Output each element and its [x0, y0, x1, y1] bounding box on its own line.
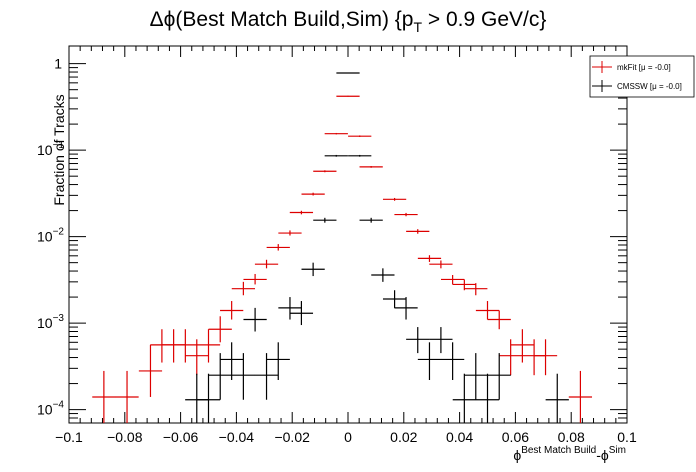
y-tick-label-exp: −3 [53, 313, 65, 324]
x-tick-label: −0.04 [219, 429, 255, 445]
chart-title-main: Δϕ(Best Match Build,Sim) {p [150, 8, 414, 31]
legend-box [589, 55, 695, 98]
x-axis-label-minus-phi: -ϕ [596, 447, 609, 463]
series-mkfit [92, 95, 593, 423]
x-axis-label-sup1: Best Match Build [521, 445, 596, 456]
y-tick-label-base: 10 [37, 402, 53, 418]
x-tick-label: −0.1 [55, 429, 83, 445]
y-tick-label-exp: −4 [53, 400, 65, 411]
x-axis-label: ϕBest Match Build-ϕSim [513, 445, 626, 463]
y-tick-label: 10−1 [37, 140, 64, 158]
x-tick-label: 0.06 [502, 429, 529, 445]
x-tick-label: −0.06 [163, 429, 199, 445]
x-tick-label: 0.08 [558, 429, 585, 445]
y-tick-label: 10−3 [37, 313, 64, 331]
legend-entry-cmssw: CMSSW [μ = -0.0] [592, 80, 682, 92]
x-axis: −0.1 −0.08 −0.06 −0.04 −0.02 0 0.02 0.04 0.06 0.0… [55, 46, 637, 445]
legend-label-cmssw: CMSSW [μ = -0.0] [617, 82, 682, 91]
plot-frame [68, 45, 628, 424]
y-tick-label-exp: −1 [53, 140, 65, 151]
legend-label-mkfit: mkFit [μ = -0.0] [617, 63, 671, 72]
y-tick-label: 10−4 [37, 400, 64, 418]
y-tick-label-base: 10 [37, 142, 53, 158]
y-axis-label: Fraction of Tracks [51, 94, 67, 205]
chart-title-rest: > 0.9 GeV/c} [422, 8, 546, 31]
x-tick-label: 0.02 [390, 429, 417, 445]
y-tick-label: 1 [54, 56, 62, 72]
x-tick-label: 0.1 [617, 429, 637, 445]
legend-entry-mkfit: mkFit [μ = -0.0] [592, 61, 671, 73]
series-layer [92, 72, 593, 423]
chart-title: Δϕ(Best Match Build,Sim) {pT > 0.9 GeV/c… [150, 8, 547, 35]
chart-title-subscript: T [413, 19, 422, 35]
y-tick-label: 10−2 [37, 227, 64, 245]
x-tick-label: 0 [344, 429, 352, 445]
x-tick-label: −0.08 [107, 429, 143, 445]
y-tick-label-base: 10 [37, 229, 53, 245]
y-tick-label-exp: −2 [53, 227, 65, 238]
x-axis-label-phi: ϕ [513, 447, 521, 463]
x-tick-label: 0.04 [446, 429, 473, 445]
y-tick-label-base: 10 [37, 315, 53, 331]
x-tick-label: −0.02 [274, 429, 310, 445]
x-axis-label-sup2: Sim [609, 445, 626, 456]
y-axis: 110−110−210−310−4 [37, 56, 627, 424]
series-cmssw [185, 72, 569, 423]
legend: mkFit [μ = -0.0] CMSSW [μ = -0.0] [589, 55, 695, 98]
